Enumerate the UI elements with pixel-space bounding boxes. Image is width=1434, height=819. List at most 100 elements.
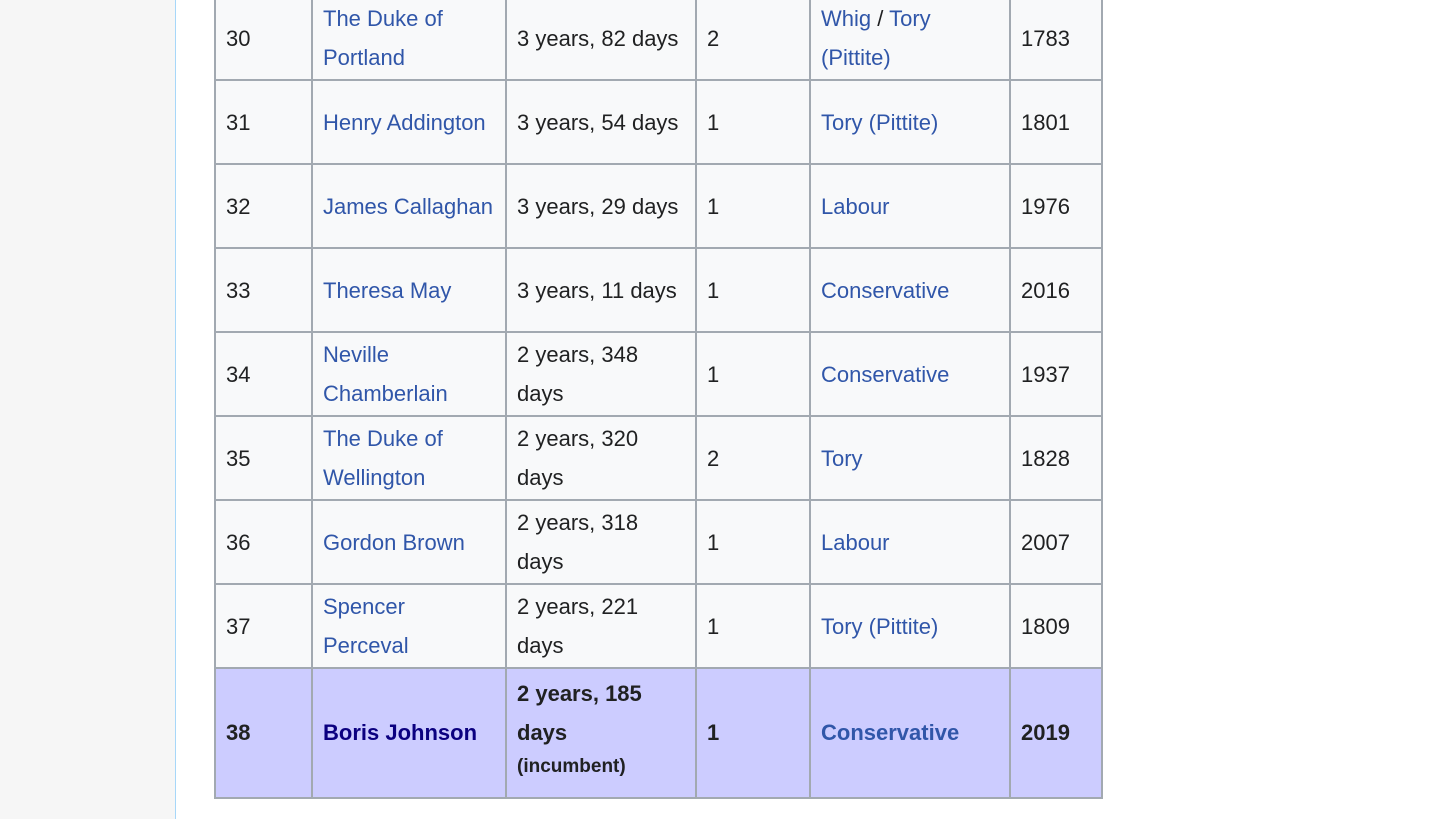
- terms-cell: 1: [695, 331, 811, 417]
- tenure-cell: 2 years, 348 days: [505, 331, 697, 417]
- party-cell: Tory (Pittite): [809, 79, 1011, 165]
- terms-cell: 2: [695, 0, 811, 81]
- party-cell: Labour: [809, 499, 1011, 585]
- party-link[interactable]: Tory (Pittite): [821, 6, 931, 70]
- rank: 38: [226, 720, 251, 745]
- rank-cell: 34: [214, 331, 313, 417]
- tenure: 2 years, 185 days: [517, 681, 642, 745]
- rank-cell: 37: [214, 583, 313, 669]
- name-link[interactable]: James Callaghan: [323, 193, 493, 219]
- terms-cell: 1: [695, 79, 811, 165]
- rank: 30: [226, 25, 251, 51]
- party-link[interactable]: Tory (Pittite): [821, 109, 939, 135]
- name-cell: Neville Chamberlain: [311, 331, 507, 417]
- name-link[interactable]: Boris Johnson: [323, 720, 478, 745]
- name-cell: Theresa May: [311, 247, 507, 333]
- tenure: 2 years, 221 days: [517, 594, 639, 658]
- terms-cell: 1: [695, 667, 811, 799]
- table-row: 38 Boris Johnson 2 years, 185 days (incumbe…: [214, 667, 1103, 799]
- table-row: 35 The Duke of Wellington 2 years, 320 day…: [214, 415, 1103, 501]
- year: 1801: [1021, 109, 1070, 135]
- year-cell: 1976: [1009, 163, 1103, 249]
- table-row: 36 Gordon Brown 2 years, 318 days 1 Labour 20…: [214, 499, 1103, 585]
- rank-cell: 36: [214, 499, 313, 585]
- name-link[interactable]: Henry Addington: [323, 109, 486, 135]
- name-link[interactable]: The Duke of Wellington: [323, 426, 443, 490]
- year-cell: 1801: [1009, 79, 1103, 165]
- tenure-table: 30 The Duke of Portland 3 years, 82 days 2 W…: [214, 0, 1103, 799]
- tenure: 2 years, 318 days: [517, 510, 639, 574]
- party-cell: Tory: [809, 415, 1011, 501]
- rank-cell: 31: [214, 79, 313, 165]
- party-cell: Labour: [809, 163, 1011, 249]
- rank-cell: 38: [214, 667, 313, 799]
- name-link[interactable]: Gordon Brown: [323, 529, 465, 555]
- table-row: 30 The Duke of Portland 3 years, 82 days 2 W…: [214, 0, 1103, 81]
- tenure-cell: 3 years, 54 days: [505, 79, 697, 165]
- year-cell: 1937: [1009, 331, 1103, 417]
- table-row: 33 Theresa May 3 years, 11 days 1 Conservati…: [214, 247, 1103, 333]
- party-link[interactable]: Labour: [821, 529, 890, 555]
- party-cell: Whig / Tory (Pittite): [809, 0, 1011, 81]
- party-cell: Conservative: [809, 331, 1011, 417]
- year-cell: 1783: [1009, 0, 1103, 81]
- year: 2019: [1021, 720, 1070, 745]
- terms: 1: [707, 529, 720, 555]
- terms-cell: 1: [695, 499, 811, 585]
- year: 2016: [1021, 277, 1070, 303]
- name-cell: James Callaghan: [311, 163, 507, 249]
- sidebar: [0, 0, 176, 819]
- tenure: 3 years, 54 days: [517, 109, 679, 135]
- rank: 36: [226, 529, 251, 555]
- party-cell: Conservative: [809, 247, 1011, 333]
- terms-cell: 1: [695, 583, 811, 669]
- rank: 31: [226, 109, 251, 135]
- rank-cell: 35: [214, 415, 313, 501]
- name-link[interactable]: The Duke of Portland: [323, 6, 443, 70]
- party-separator: /: [871, 6, 890, 31]
- terms: 1: [707, 193, 720, 219]
- party-link[interactable]: Conservative: [821, 720, 960, 745]
- party-link[interactable]: Tory: [821, 445, 863, 471]
- tenure: 2 years, 348 days: [517, 342, 639, 406]
- tenure-cell: 3 years, 82 days: [505, 0, 697, 81]
- name-link[interactable]: Spencer Perceval: [323, 594, 409, 658]
- terms: 2: [707, 445, 720, 471]
- year: 1783: [1021, 25, 1070, 51]
- table-row: 34 Neville Chamberlain 2 years, 348 days 1 C…: [214, 331, 1103, 417]
- tenure: 3 years, 82 days: [517, 25, 679, 51]
- year: 2007: [1021, 529, 1070, 555]
- name-cell: Gordon Brown: [311, 499, 507, 585]
- terms: 1: [707, 361, 720, 387]
- name-cell: Spencer Perceval: [311, 583, 507, 669]
- table-row: 32 James Callaghan 3 years, 29 days 1 Labour…: [214, 163, 1103, 249]
- rank-cell: 30: [214, 0, 313, 81]
- rank-cell: 32: [214, 163, 313, 249]
- terms-cell: 1: [695, 247, 811, 333]
- rank: 35: [226, 445, 251, 471]
- tenure-cell: 3 years, 11 days: [505, 247, 697, 333]
- year: 1828: [1021, 445, 1070, 471]
- rank-cell: 33: [214, 247, 313, 333]
- tenure-cell: 2 years, 221 days: [505, 583, 697, 669]
- tenure-cell: 2 years, 318 days: [505, 499, 697, 585]
- year: 1809: [1021, 613, 1070, 639]
- table-body: 30 The Duke of Portland 3 years, 82 days 2 W…: [214, 0, 1103, 799]
- tenure-cell: 3 years, 29 days: [505, 163, 697, 249]
- party-link[interactable]: Whig: [821, 6, 872, 31]
- terms: 1: [707, 613, 720, 639]
- rank: 33: [226, 277, 251, 303]
- year-cell: 1809: [1009, 583, 1103, 669]
- tenure: 2 years, 320 days: [517, 426, 639, 490]
- name-cell: Henry Addington: [311, 79, 507, 165]
- party-link[interactable]: Conservative: [821, 277, 950, 303]
- rank: 34: [226, 361, 251, 387]
- party-link[interactable]: Tory (Pittite): [821, 613, 939, 639]
- name-cell: The Duke of Wellington: [311, 415, 507, 501]
- party-link[interactable]: Conservative: [821, 361, 950, 387]
- name-link[interactable]: Theresa May: [323, 277, 452, 303]
- party-link[interactable]: Labour: [821, 193, 890, 219]
- name-link[interactable]: Neville Chamberlain: [323, 342, 448, 406]
- tenure-cell: 2 years, 185 days (incumbent): [505, 667, 697, 799]
